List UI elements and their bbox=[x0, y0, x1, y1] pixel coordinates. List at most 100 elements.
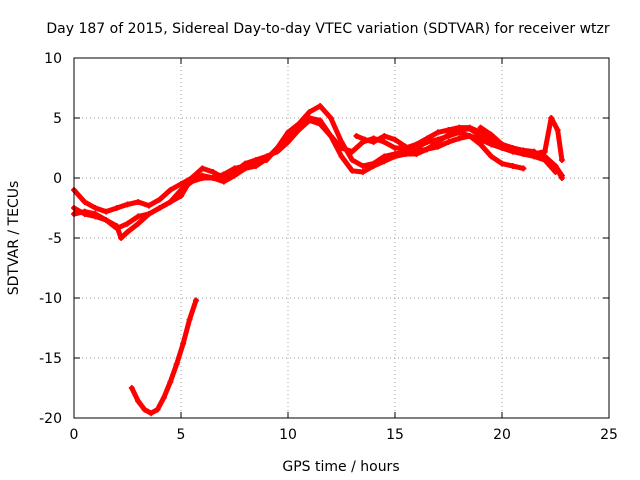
data-point bbox=[252, 163, 259, 169]
data-point bbox=[167, 199, 174, 205]
data-point bbox=[349, 167, 356, 174]
data-point bbox=[424, 135, 431, 142]
data-point bbox=[392, 153, 398, 160]
data-point bbox=[113, 223, 120, 229]
data-point bbox=[381, 133, 388, 139]
data-point bbox=[558, 175, 565, 181]
data-point bbox=[118, 235, 125, 241]
data-point bbox=[92, 205, 99, 211]
data-point bbox=[178, 193, 184, 199]
data-point bbox=[173, 361, 180, 367]
data-series bbox=[71, 103, 565, 417]
chart-title: Day 187 of 2015, Sidereal Day-to-day VTE… bbox=[46, 21, 610, 37]
data-point bbox=[477, 133, 484, 139]
x-tick-label: 25 bbox=[600, 427, 618, 443]
data-point bbox=[488, 131, 495, 138]
data-point bbox=[392, 136, 398, 143]
data-point bbox=[477, 141, 484, 148]
series-track-e bbox=[477, 124, 559, 175]
y-tick-label: 5 bbox=[53, 111, 62, 127]
data-point bbox=[349, 148, 356, 155]
data-point bbox=[160, 394, 167, 401]
data-point bbox=[499, 141, 505, 148]
data-point bbox=[192, 297, 199, 304]
x-axis-ticks: 0 5 10 15 20 25 bbox=[70, 58, 618, 443]
data-point bbox=[154, 406, 161, 413]
y-axis-label: SDTVAR / TECUs bbox=[6, 181, 22, 296]
y-axis-ticks: -20 -15 -10 -5 0 5 10 bbox=[39, 51, 609, 427]
data-point bbox=[252, 157, 259, 163]
data-point bbox=[509, 145, 516, 151]
data-point bbox=[541, 157, 548, 163]
data-point bbox=[520, 165, 527, 172]
data-point bbox=[413, 148, 420, 155]
data-point bbox=[306, 109, 313, 115]
data-point bbox=[263, 153, 270, 160]
x-axis-label: GPS time / hours bbox=[282, 459, 399, 475]
data-point bbox=[81, 199, 88, 205]
y-tick-label: -5 bbox=[48, 231, 62, 247]
data-point bbox=[327, 133, 334, 139]
data-point bbox=[242, 160, 249, 167]
data-point bbox=[499, 160, 505, 167]
data-point bbox=[148, 410, 155, 417]
data-point bbox=[338, 153, 345, 160]
y-tick-label: -15 bbox=[39, 351, 62, 367]
data-point bbox=[488, 153, 495, 160]
data-point bbox=[124, 229, 131, 235]
data-point bbox=[81, 208, 88, 215]
data-point bbox=[359, 163, 366, 169]
data-point bbox=[558, 157, 565, 163]
data-point bbox=[135, 213, 142, 220]
series-line bbox=[71, 117, 565, 241]
x-tick-label: 5 bbox=[177, 427, 186, 443]
data-point bbox=[413, 141, 420, 148]
data-point bbox=[210, 175, 217, 181]
x-tick-label: 15 bbox=[386, 427, 404, 443]
data-point bbox=[509, 163, 516, 169]
data-point bbox=[188, 175, 195, 181]
data-point bbox=[353, 133, 360, 139]
data-point bbox=[445, 131, 452, 138]
data-point bbox=[338, 139, 345, 145]
x-tick-label: 10 bbox=[279, 427, 297, 443]
data-point bbox=[167, 379, 174, 385]
data-point bbox=[180, 340, 187, 347]
data-point bbox=[370, 139, 377, 145]
data-point bbox=[392, 145, 398, 151]
data-point bbox=[488, 139, 495, 145]
data-point bbox=[103, 208, 110, 215]
data-point bbox=[210, 169, 217, 175]
y-tick-label: -10 bbox=[39, 291, 62, 307]
data-point bbox=[466, 125, 473, 132]
data-point bbox=[552, 169, 559, 175]
data-point bbox=[402, 151, 409, 157]
data-point bbox=[362, 136, 369, 143]
data-point bbox=[381, 158, 388, 165]
data-point bbox=[456, 127, 463, 133]
data-point bbox=[167, 187, 174, 193]
data-point bbox=[113, 205, 120, 211]
data-point bbox=[317, 121, 324, 127]
data-point bbox=[349, 157, 356, 163]
data-point bbox=[186, 316, 193, 323]
data-point bbox=[135, 220, 142, 227]
data-point bbox=[285, 133, 291, 139]
data-point bbox=[456, 135, 463, 142]
data-point bbox=[274, 148, 281, 155]
data-point bbox=[381, 139, 388, 145]
data-point bbox=[338, 145, 345, 151]
data-point bbox=[477, 124, 484, 131]
data-point bbox=[103, 217, 110, 223]
data-point bbox=[548, 115, 555, 121]
data-point bbox=[145, 211, 152, 217]
data-point bbox=[231, 169, 238, 175]
data-point bbox=[178, 181, 184, 187]
series-line bbox=[478, 125, 558, 175]
data-point bbox=[156, 205, 163, 211]
y-tick-label: 10 bbox=[44, 51, 62, 67]
y-tick-label: 0 bbox=[53, 171, 62, 187]
data-point bbox=[306, 117, 313, 124]
data-point bbox=[445, 139, 452, 145]
